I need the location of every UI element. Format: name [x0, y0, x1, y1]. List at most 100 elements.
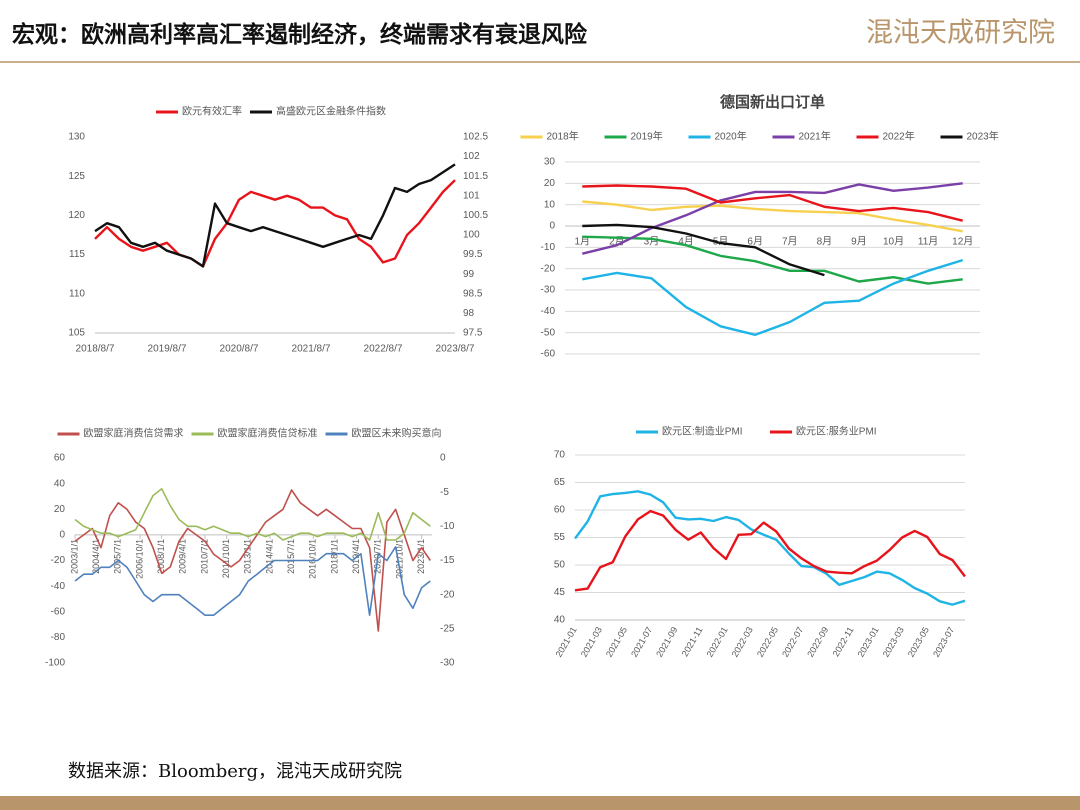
y-tick-label: 10	[544, 199, 556, 210]
y-tick-label: -40	[51, 581, 66, 592]
y-tick-label: -100	[45, 658, 65, 669]
y-tick-label: -50	[541, 327, 556, 338]
y-tick-label: 125	[68, 171, 85, 182]
y2-tick-label: -25	[440, 623, 455, 634]
x-tick-label: 8月	[817, 236, 833, 248]
y2-tick-label: 98.5	[463, 288, 483, 299]
y-tick-label: 120	[68, 210, 85, 221]
y2-tick-label: 101	[463, 190, 480, 201]
x-tick-label: 2022-09	[805, 625, 830, 659]
x-tick-label: 2020/8/7	[220, 344, 259, 355]
series-line	[94, 163, 456, 268]
x-tick-label: 2023/1/1	[416, 539, 426, 574]
y2-tick-label: -15	[440, 555, 455, 566]
x-tick-label: 2023-03	[881, 625, 906, 659]
y-tick-label: -80	[51, 632, 66, 643]
y2-tick-label: 100	[463, 230, 480, 241]
x-tick-label: 2019/8/7	[148, 344, 187, 355]
slide-title: 宏观：欧洲高利率高汇率遏制经济，终端需求有衰退风险	[12, 21, 588, 48]
y-tick-label: 115	[69, 249, 85, 260]
y2-tick-label: -30	[440, 658, 455, 669]
y-tick-label: 60	[554, 505, 566, 516]
x-tick-label: 2016/10/1	[308, 539, 318, 579]
x-tick-label: 12月	[952, 236, 973, 248]
y2-tick-label: 102.5	[463, 132, 488, 143]
legend-label: 欧元有效汇率	[182, 105, 242, 118]
y2-tick-label: -20	[440, 589, 455, 600]
y2-tick-label: 97.5	[463, 328, 483, 339]
x-tick-label: 2021-09	[654, 625, 679, 659]
x-tick-label: 2023/8/7	[436, 344, 475, 355]
x-tick-label: 2006/10/1	[134, 539, 144, 579]
y-tick-label: 110	[69, 288, 85, 299]
legend-label: 2022年	[883, 130, 915, 143]
series-line	[582, 182, 963, 255]
y-tick-label: -40	[541, 306, 556, 317]
y-tick-label: 130	[68, 132, 85, 143]
y2-tick-label: 0	[440, 453, 446, 464]
source-note: 数据来源：Bloomberg，混沌天成研究院	[68, 761, 402, 782]
y-tick-label: -60	[541, 349, 556, 360]
y-tick-label: 70	[554, 450, 566, 461]
x-tick-label: 2022-03	[730, 625, 755, 659]
x-tick-label: 2022-05	[755, 625, 780, 659]
y-tick-label: 50	[554, 560, 566, 571]
y2-tick-label: 102	[463, 151, 480, 162]
series-line	[582, 258, 964, 336]
y-tick-label: 20	[54, 504, 66, 515]
x-tick-label: 2008/1/1	[156, 539, 166, 574]
x-tick-label: 2004/4/1	[91, 539, 101, 574]
series-line	[94, 179, 456, 268]
y-tick-label: 20	[544, 178, 556, 189]
footer-bar	[0, 796, 1080, 810]
y-tick-label: -10	[541, 242, 556, 253]
y-tick-label: 40	[54, 478, 66, 489]
y-tick-label: 0	[59, 530, 65, 541]
x-tick-label: 2021-11	[680, 625, 705, 658]
x-tick-label: 2022-01	[705, 625, 730, 659]
y-tick-label: 55	[554, 532, 566, 543]
legend-label: 高盛欧元区金融条件指数	[276, 105, 386, 118]
x-tick-label: 2014/4/1	[264, 539, 274, 574]
x-tick-label: 1月	[575, 236, 591, 248]
x-tick-label: 2010/7/1	[199, 539, 209, 574]
x-tick-label: 6月	[747, 236, 763, 248]
y-tick-label: 65	[554, 477, 566, 488]
x-tick-label: 2015/7/1	[286, 539, 296, 574]
x-tick-label: 11月	[918, 236, 938, 248]
y2-tick-label: -5	[440, 487, 449, 498]
x-tick-label: 2023-01	[856, 625, 881, 659]
legend-label: 欧盟区未来购买意向	[352, 427, 442, 440]
x-tick-label: 2013/1/1	[243, 539, 253, 574]
series-line	[582, 184, 963, 222]
x-tick-label: 2009/4/1	[178, 539, 188, 574]
x-tick-label: 2021-05	[604, 625, 629, 659]
x-tick-label: 10月	[883, 236, 904, 248]
series-line	[74, 546, 431, 616]
series-line	[74, 488, 431, 541]
x-tick-label: 9月	[851, 236, 867, 248]
x-tick-label: 2021/10/1	[394, 539, 404, 579]
y-tick-label: 45	[554, 587, 566, 598]
series-line	[582, 200, 963, 233]
legend-label: 欧元区:服务业PMI	[796, 425, 877, 438]
series-line	[582, 235, 963, 285]
y2-tick-label: 98	[463, 308, 475, 319]
y-tick-label: 40	[554, 615, 566, 626]
y-tick-label: 0	[549, 221, 555, 232]
series-line	[574, 509, 966, 592]
series-line	[74, 489, 431, 632]
legend-label: 2020年	[715, 130, 747, 143]
x-tick-label: 2022-07	[780, 625, 805, 659]
x-tick-label: 2022-11	[831, 625, 856, 658]
y2-tick-label: 99.5	[463, 249, 483, 260]
y2-tick-label: 100.5	[463, 210, 488, 221]
x-tick-label: 2021/8/7	[292, 344, 331, 355]
x-tick-label: 2023-07	[931, 625, 956, 659]
legend-label: 2018年	[547, 130, 579, 143]
legend-label: 欧盟家庭消费信贷标准	[218, 427, 318, 440]
y-tick-label: -30	[541, 285, 556, 296]
x-tick-label: 2011/10/1	[221, 539, 231, 578]
x-tick-label: 2018/1/1	[329, 539, 339, 574]
